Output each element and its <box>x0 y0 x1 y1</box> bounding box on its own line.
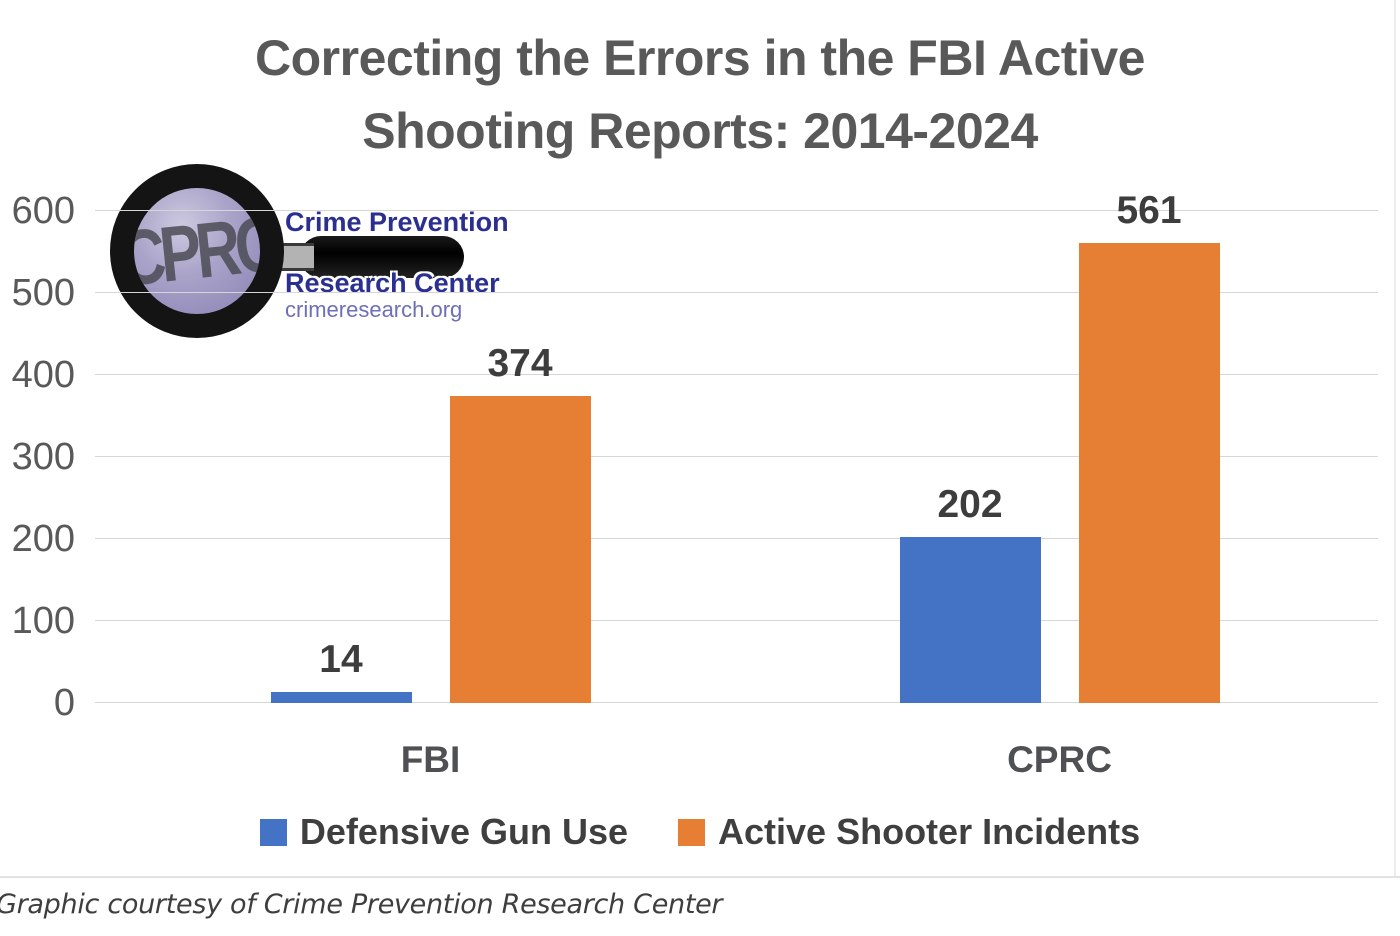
data-label-fbi-active-shooter-incidents: 374 <box>487 342 553 386</box>
bar-fbi-active-shooter-incidents <box>449 396 591 703</box>
bar-cprc-active-shooter-incidents <box>1078 242 1220 703</box>
gridline <box>95 456 1378 457</box>
data-label-cprc-active-shooter-incidents: 561 <box>1116 188 1182 232</box>
logo-website: crimeresearch.org <box>285 297 463 322</box>
y-axis-tick-label: 0 <box>53 682 75 724</box>
plot-area: 0 100 200 300 400 500 600 FBI 14 374 CPRC 202 561 <box>12 170 1378 780</box>
bar-cprc-defensive-gun-use <box>899 537 1041 703</box>
legend-label: Defensive Gun Use <box>299 811 629 852</box>
data-label-cprc-defensive-gun-use: 202 <box>937 483 1003 527</box>
legend-item-active-shooter-incidents: Active Shooter Incidents <box>678 811 1140 853</box>
y-axis-tick-label: 100 <box>11 600 75 642</box>
x-axis-category-label-cprc: CPRC <box>1007 739 1112 780</box>
y-axis-tick-label: 400 <box>11 354 75 396</box>
chart-frame-right-border <box>1394 0 1396 876</box>
y-axis-tick-label: 500 <box>11 272 75 314</box>
y-axis-tick-label: 200 <box>11 518 75 560</box>
chart-title: Correcting the Errors in the FBI Active … <box>0 22 1400 168</box>
credit-caption: Graphic courtesy of Crime Prevention Res… <box>0 889 723 920</box>
legend-swatch-icon <box>259 818 287 846</box>
gridline <box>95 538 1378 539</box>
legend: Defensive Gun Use Active Shooter Incident… <box>0 806 1400 858</box>
bar-fbi-defensive-gun-use <box>270 691 412 703</box>
legend-swatch-icon <box>678 818 706 846</box>
y-axis-tick-label: 600 <box>11 190 75 232</box>
chart-title-line1: Correcting the Errors in the FBI Active <box>255 30 1145 86</box>
logo-org-name-line2: Research Center <box>285 268 500 298</box>
x-axis-line <box>95 702 1378 703</box>
gridline <box>95 374 1378 375</box>
legend-label: Active Shooter Incidents <box>718 811 1141 852</box>
logo-org-name-line1: Crime Prevention <box>285 207 509 237</box>
data-label-fbi-defensive-gun-use: 14 <box>319 637 363 681</box>
y-axis-tick-label: 300 <box>11 436 75 478</box>
x-axis-category-label-fbi: FBI <box>400 739 461 780</box>
gridline <box>95 210 1378 211</box>
footer-divider <box>0 876 1400 878</box>
gridline <box>95 620 1378 621</box>
chart-title-line2: Shooting Reports: 2014-2024 <box>362 103 1038 159</box>
magnifier-handle-icon <box>300 236 464 278</box>
gridline <box>95 292 1378 293</box>
legend-item-defensive-gun-use: Defensive Gun Use <box>259 811 629 853</box>
